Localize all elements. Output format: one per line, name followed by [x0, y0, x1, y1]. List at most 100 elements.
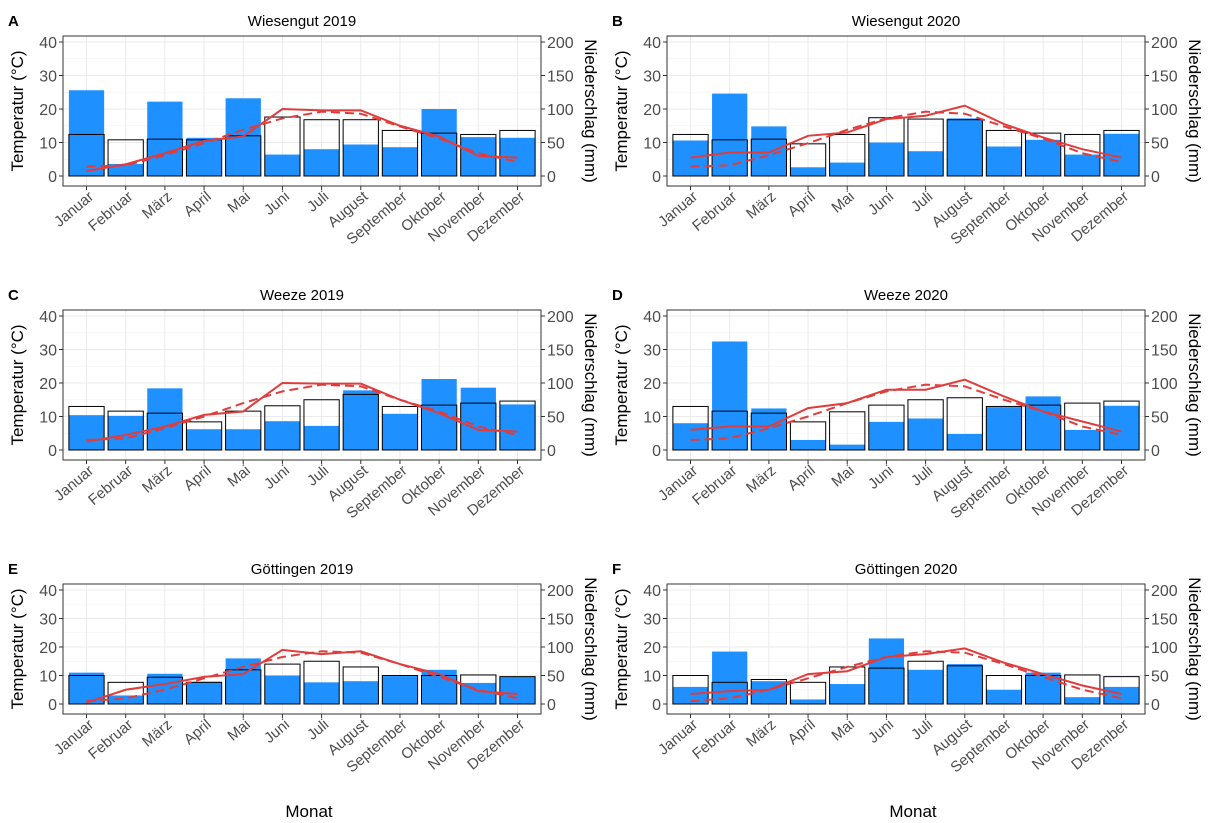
x-tick-label: Mai	[828, 716, 857, 745]
panel-title: Weeze 2020	[864, 287, 948, 304]
precip-bar-1	[672, 423, 709, 450]
x-tick-label: März	[139, 716, 175, 750]
precip-bar-3	[147, 673, 183, 704]
longterm-precip-bar-4	[185, 421, 223, 451]
precip-bar-1	[672, 140, 709, 176]
x-tick-label: März	[743, 716, 779, 750]
longterm-precip-bar-6	[264, 663, 301, 705]
longterm-precip-bar-6	[264, 116, 301, 177]
precip-bar-4	[186, 429, 222, 450]
precip-bar-8	[947, 433, 983, 450]
x-tick-label: April	[785, 462, 819, 494]
precip-bar-8	[947, 664, 983, 704]
precip-bar-5	[829, 444, 865, 450]
longterm-precip-bar-11	[460, 674, 497, 705]
longterm-precip-bar-8	[946, 397, 983, 451]
longterm-precip-bar-5	[829, 411, 866, 451]
y2-tick-label: 150	[1151, 612, 1178, 629]
y2-tick-label: 100	[547, 640, 574, 657]
precip-bar-4	[790, 699, 826, 704]
x-tick-label: April	[181, 462, 215, 494]
precip-bar-6	[264, 421, 301, 450]
longterm-precip-bar-4	[789, 681, 827, 705]
x-tick-label: Februar	[85, 188, 136, 235]
y2-tick-label: 200	[1151, 35, 1178, 52]
temperature-line-dashed	[690, 650, 1122, 703]
y-tick-label: 40	[39, 309, 57, 326]
x-tick-label: Mai	[224, 462, 253, 491]
panel-letter: A	[8, 13, 19, 30]
y2-tick-label: 0	[1151, 443, 1160, 460]
precip-bar-5	[225, 429, 261, 450]
y-tick-label: 0	[652, 697, 661, 714]
x-tick-label: Februar	[85, 716, 136, 763]
y2-tick-label: 50	[1151, 136, 1169, 153]
y2-tick-label: 100	[1151, 640, 1178, 657]
longterm-precip-bar-1	[68, 405, 105, 451]
longterm-precip-bar-6	[264, 405, 301, 451]
panel-letter: B	[612, 13, 623, 30]
precip-bar-7	[907, 418, 944, 450]
longterm-precip-bar-3	[750, 412, 788, 451]
longterm-precip-bar-7	[303, 119, 340, 177]
temperature-line-dashed	[86, 110, 518, 168]
longterm-precip-bar-9	[381, 405, 419, 451]
longterm-precip-bar-11	[1064, 133, 1101, 177]
y2-tick-label: 0	[547, 169, 556, 186]
panel-border	[62, 583, 542, 715]
precip-bar-7	[303, 682, 340, 704]
x-tick-label: Februar	[689, 462, 740, 509]
longterm-precip-bar-1	[68, 133, 105, 177]
y2-tick-label: 150	[547, 69, 574, 86]
longterm-precip-bar-5	[225, 669, 262, 705]
panel-title: Göttingen 2019	[251, 561, 354, 578]
precip-bar-10	[421, 378, 457, 450]
longterm-precip-bar-3	[750, 678, 788, 705]
x-tick-label: März	[743, 462, 779, 496]
y-tick-label: 30	[643, 69, 661, 86]
panel-title: Weeze 2019	[260, 287, 344, 304]
y-tick-label: 10	[643, 669, 661, 686]
temperature-line-dashed	[86, 650, 518, 703]
y2-tick-label: 0	[547, 443, 556, 460]
precip-bar-4	[790, 439, 826, 450]
precip-bar-7	[907, 151, 944, 176]
longterm-precip-bar-2	[107, 681, 144, 705]
y-tick-label: 20	[39, 640, 57, 657]
precip-bar-1	[68, 90, 105, 176]
precip-bar-6	[264, 675, 301, 704]
y2-axis-title: Niederschlag (mm)	[581, 39, 600, 183]
precip-bar-1	[68, 415, 105, 450]
y2-axis-title: Niederschlag (mm)	[1185, 313, 1204, 457]
longterm-precip-bar-8	[342, 119, 379, 177]
y2-axis-title: Niederschlag (mm)	[1185, 39, 1204, 183]
precip-bar-5	[225, 658, 261, 704]
longterm-precip-bar-3	[750, 138, 788, 177]
precip-bar-12	[499, 404, 536, 450]
x-tick-label: Mai	[828, 188, 857, 217]
precip-bar-6	[868, 142, 905, 176]
y-tick-label: 20	[39, 376, 57, 393]
x-tick-label: Juli	[304, 188, 332, 215]
y-tick-label: 20	[643, 640, 661, 657]
x-tick-label: Juli	[304, 716, 332, 743]
y-axis-title: Temperatur (°C)	[612, 50, 631, 171]
x-tick-label: Mai	[224, 716, 253, 745]
longterm-precip-bar-8	[342, 393, 379, 451]
precip-bar-11	[1064, 697, 1100, 704]
x-tick-label: Juni	[865, 716, 897, 747]
temperature-line-solid	[690, 104, 1122, 159]
temperature-line-dashed	[86, 383, 518, 441]
y2-tick-label: 100	[547, 376, 574, 393]
longterm-precip-bar-7	[907, 399, 944, 451]
y-tick-label: 0	[48, 697, 57, 714]
y-tick-label: 40	[643, 309, 661, 326]
x-tick-label: Juli	[908, 716, 936, 743]
precip-bar-5	[829, 162, 865, 176]
precip-bar-2	[712, 651, 748, 704]
precip-bar-7	[303, 149, 340, 176]
x-tick-label: April	[785, 188, 819, 220]
precip-bar-4	[186, 681, 222, 704]
precip-bar-2	[108, 695, 144, 704]
